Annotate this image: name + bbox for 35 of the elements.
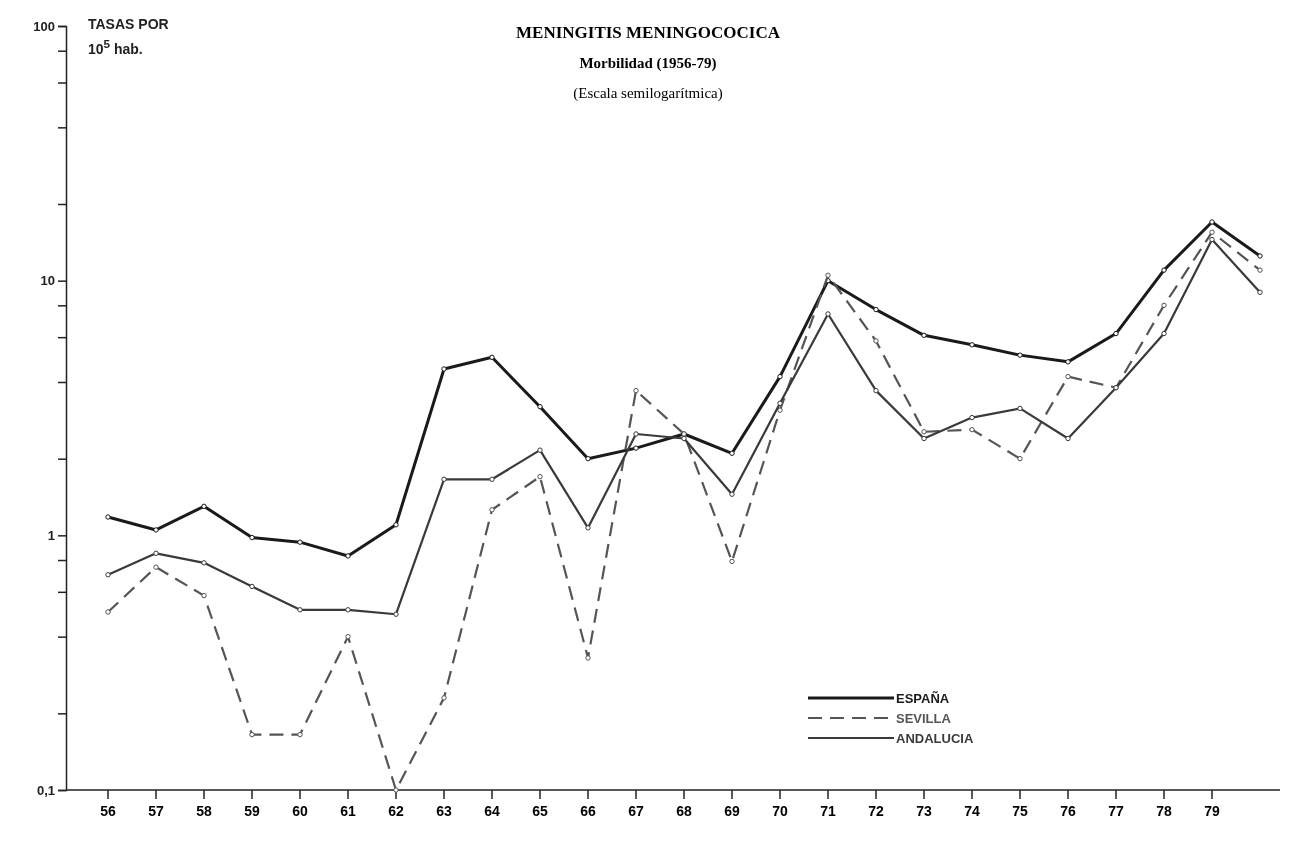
x-tick-label: 75	[1012, 803, 1028, 819]
y-tick-label: 10	[40, 273, 55, 289]
x-tick-label: 65	[532, 803, 548, 819]
x-tick-label: 56	[100, 803, 116, 819]
x-tick-label: 63	[436, 803, 452, 819]
y-tick-label: 1	[47, 527, 55, 543]
y-tick-label: 100	[33, 18, 55, 34]
x-tick-label: 64	[484, 803, 500, 819]
x-tick-label: 79	[1204, 803, 1220, 819]
x-tick-label: 66	[580, 803, 596, 819]
y-axis-title: TASAS POR 10$^{5}$ hab.	[88, 15, 170, 59]
x-tick-label: 62	[388, 803, 404, 819]
text: ESPAÑA	[896, 691, 950, 706]
x-tick-label: 76	[1060, 803, 1076, 819]
x-tick-label: 78	[1156, 803, 1172, 819]
text: ANDALUCIA	[896, 731, 974, 746]
x-tick-label: 77	[1108, 803, 1124, 819]
x-tick-label: 70	[772, 803, 788, 819]
x-tick-label: 67	[628, 803, 644, 819]
x-tick-label: 69	[724, 803, 740, 819]
x-tick-label: 58	[196, 803, 212, 819]
x-tick-label: 60	[292, 803, 308, 819]
x-tick-label: 57	[148, 803, 164, 819]
y-tick-label: 0,1	[36, 782, 55, 798]
text: SEVILLA	[896, 711, 952, 726]
annotation: (Escala semilogarítmica)	[573, 85, 723, 102]
x-tick-label: 73	[916, 803, 932, 819]
x-tick-label: 71	[820, 803, 836, 819]
x-tick-label: 61	[340, 803, 356, 819]
x-tick-label: 59	[244, 803, 260, 819]
x-tick-label: 72	[868, 803, 884, 819]
x-tick-label: 68	[676, 803, 692, 819]
text: Morbilidad (1956-79)	[579, 55, 717, 72]
x-tick-label: 74	[964, 803, 980, 819]
chart-title: MENINGITIS MENINGOCOCICA	[516, 23, 781, 42]
